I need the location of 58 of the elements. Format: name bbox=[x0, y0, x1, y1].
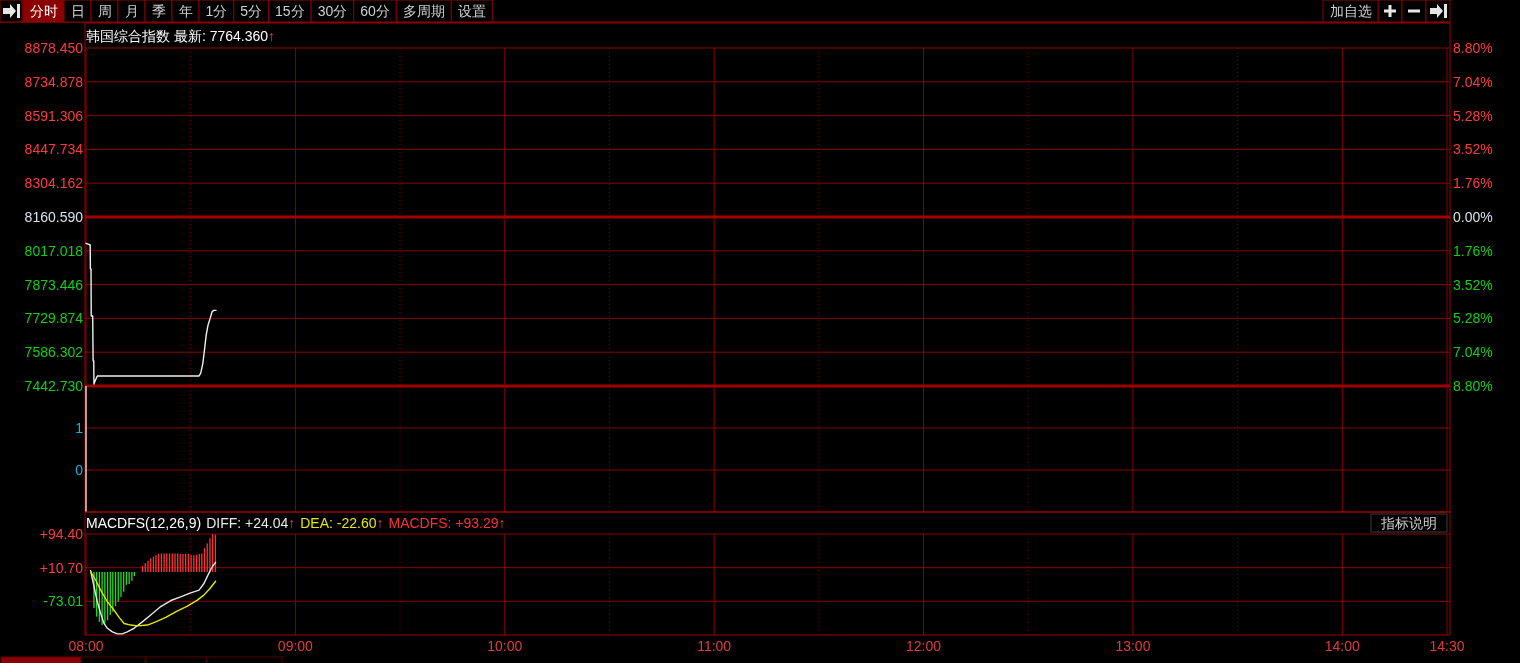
y-tick-label: 8591.306 bbox=[24, 107, 84, 124]
y2-tick-label: 7.04% bbox=[1453, 344, 1493, 361]
y-tick-label: 1 bbox=[75, 420, 84, 436]
text: 多周期 bbox=[402, 3, 445, 19]
y2-tick-label: 1.76% bbox=[1453, 242, 1493, 259]
x-tick-label: 14:00 bbox=[1324, 638, 1361, 654]
text: DEA: -22.60↑ bbox=[300, 515, 384, 531]
line-series bbox=[89, 570, 217, 627]
x-tick-label: 09:00 bbox=[277, 638, 314, 654]
y2-tick-label: 0.00% bbox=[1453, 209, 1493, 225]
text: 15分 bbox=[275, 3, 305, 19]
text: DIFF: +24.04↑ bbox=[206, 515, 296, 531]
y2-tick-label: 8.80% bbox=[1453, 40, 1493, 56]
x-tick-label: 13:00 bbox=[1115, 638, 1151, 654]
x-tick-label: 10:00 bbox=[487, 638, 523, 654]
x-tick-label: 12:00 bbox=[906, 638, 942, 654]
y2-tick-label: 3.52% bbox=[1453, 276, 1493, 293]
text: 分时 bbox=[29, 3, 58, 19]
y-tick-label: 8304.162 bbox=[24, 175, 84, 192]
text: 1分 bbox=[205, 3, 228, 19]
y-tick-label: 7873.446 bbox=[24, 276, 84, 293]
text: 5分 bbox=[240, 3, 263, 19]
text: 季 bbox=[151, 3, 166, 19]
text: 月 bbox=[124, 3, 139, 19]
y-tick-label: 8017.018 bbox=[24, 242, 84, 259]
text: MACDFS: +93.29↑ bbox=[388, 515, 506, 531]
chart-title: MACDFS(12,26,9) bbox=[86, 515, 202, 531]
y-tick-label: 0 bbox=[75, 462, 84, 478]
x-tick-label: 08:00 bbox=[68, 638, 104, 654]
y-tick-label: 8160.590 bbox=[24, 209, 84, 225]
y2-tick-label: 5.28% bbox=[1453, 107, 1493, 124]
y-tick-label: +10.70 bbox=[39, 559, 84, 576]
y-tick-label: 7729.874 bbox=[24, 310, 84, 327]
text: 设置 bbox=[457, 3, 486, 19]
text: 年 bbox=[178, 3, 193, 19]
y2-tick-label: 5.28% bbox=[1453, 310, 1493, 327]
y2-tick-label: 7.04% bbox=[1453, 73, 1493, 90]
y2-tick-label: 1.76% bbox=[1453, 175, 1493, 192]
line-series bbox=[89, 561, 217, 635]
text: 加自选 bbox=[1329, 3, 1372, 19]
text: 指标说明 bbox=[1380, 515, 1437, 531]
y-tick-label: -73.01 bbox=[43, 593, 84, 610]
line-series bbox=[85, 242, 217, 385]
x-tick-label: 11:00 bbox=[697, 638, 732, 654]
y-tick-label: 7442.730 bbox=[24, 378, 84, 394]
y-tick-label: 8734.878 bbox=[24, 73, 84, 90]
x-tick-label: 14:30 bbox=[1429, 638, 1465, 654]
text: 30分 bbox=[317, 3, 348, 19]
y-tick-label: 8878.450 bbox=[24, 40, 84, 56]
y2-tick-label: 8.80% bbox=[1453, 378, 1493, 394]
chart-title: 韩国综合指数 最新: 7764.360↑ bbox=[86, 27, 276, 44]
text: 周 bbox=[97, 3, 112, 19]
y-tick-label: 7586.302 bbox=[24, 344, 84, 361]
y-tick-label: +94.40 bbox=[39, 526, 84, 542]
y2-tick-label: 3.52% bbox=[1453, 141, 1493, 158]
text: 60分 bbox=[360, 3, 390, 19]
text: 日 bbox=[70, 3, 85, 19]
y-tick-label: 8447.734 bbox=[24, 141, 84, 158]
